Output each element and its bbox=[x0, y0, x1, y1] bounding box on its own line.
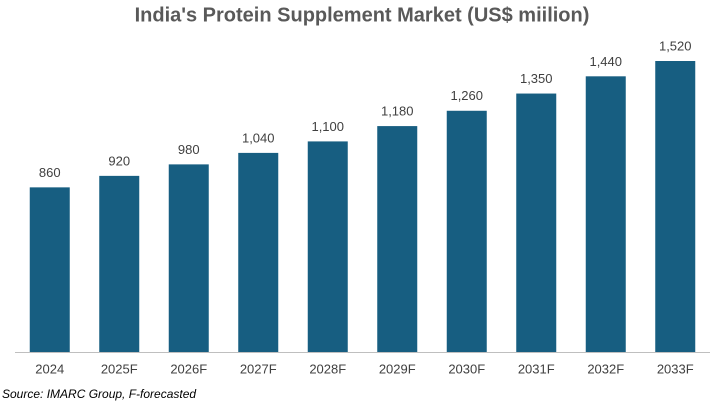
value-label: 1,520 bbox=[659, 38, 692, 53]
x-tick-label: 2033F bbox=[657, 361, 694, 376]
value-label: 980 bbox=[178, 142, 200, 157]
bar bbox=[99, 175, 140, 352]
bar bbox=[29, 187, 70, 352]
value-label: 1,350 bbox=[520, 71, 553, 86]
bar bbox=[238, 152, 279, 352]
x-tick-label: 2028F bbox=[309, 361, 346, 376]
bar bbox=[168, 164, 209, 352]
value-label: 1,260 bbox=[450, 88, 483, 103]
value-label: 1,100 bbox=[311, 119, 344, 134]
source-note: Source: IMARC Group, F-forecasted bbox=[2, 387, 196, 401]
bar bbox=[516, 93, 557, 352]
value-label: 1,180 bbox=[381, 104, 414, 119]
x-tick-label: 2025F bbox=[101, 361, 138, 376]
bar bbox=[585, 76, 626, 352]
bar bbox=[655, 61, 696, 352]
bar bbox=[377, 126, 418, 352]
x-tick-label: 2027F bbox=[240, 361, 277, 376]
x-tick-label: 2029F bbox=[379, 361, 416, 376]
x-tick-label: 2030F bbox=[448, 361, 485, 376]
value-label: 1,040 bbox=[242, 130, 275, 145]
x-tick-label: 2032F bbox=[587, 361, 624, 376]
value-label: 1,440 bbox=[589, 54, 622, 69]
bar bbox=[446, 110, 487, 353]
x-tick-label: 2026F bbox=[170, 361, 207, 376]
x-tick-label: 2031F bbox=[518, 361, 555, 376]
value-label: 860 bbox=[39, 165, 61, 180]
x-tick-label: 2024 bbox=[35, 361, 64, 376]
chart-title: India's Protein Supplement Market (US$ m… bbox=[135, 4, 590, 26]
bar bbox=[307, 141, 348, 352]
value-label: 920 bbox=[108, 153, 130, 168]
